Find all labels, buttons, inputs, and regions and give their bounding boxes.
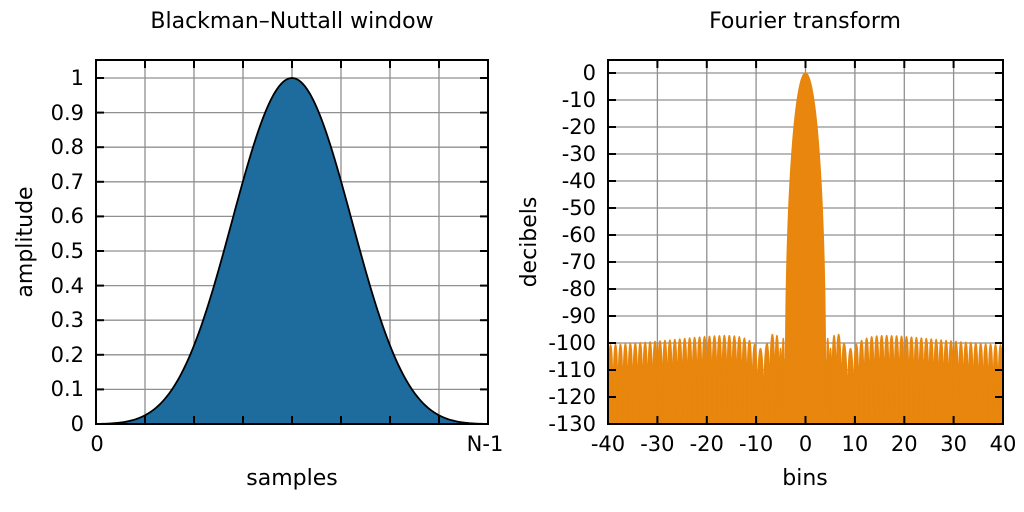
fourier-y-tick-label: -40 (561, 169, 596, 193)
fourier-y-tick-label: -10 (561, 88, 596, 112)
fourier-y-tick-label: -70 (561, 250, 596, 274)
window-curve-fill (96, 78, 488, 424)
window-x-tick-label: 0 (90, 432, 104, 456)
fourier-plot-border (607, 59, 1004, 425)
window-x-tick-label: N-1 (466, 432, 504, 456)
window-y-tick-label: 1 (70, 66, 84, 90)
window-y-tick-label: 0 (70, 412, 84, 436)
fourier-curve-group (608, 72, 1003, 424)
fourier-y-tick-label: 0 (582, 61, 596, 85)
fourier-x-tick-label: 0 (798, 432, 813, 456)
fourier-y-tick-label: -90 (561, 304, 596, 328)
fourier-y-tick-label: -60 (561, 223, 596, 247)
fourier-x-tick-label: 40 (989, 432, 1017, 456)
fourier-curve-fill (608, 72, 1003, 424)
window-y-tick-label: 0.3 (50, 308, 84, 333)
fourier-y-tick-label: -110 (548, 358, 596, 382)
fourier-y-tick-label: -20 (561, 115, 596, 139)
window-plot-border (95, 59, 489, 425)
fourier-y-tick-label: -50 (561, 196, 596, 220)
fourier-x-tick-label: -40 (590, 432, 626, 456)
fourier-y-tick-label: -80 (561, 277, 596, 301)
fourier-x-tick-label: -30 (640, 432, 675, 456)
fourier-x-tick-label: -20 (689, 432, 724, 456)
fourier-y-tick-label: -130 (548, 412, 596, 436)
window-y-tick-label: 0.7 (50, 169, 84, 194)
window-y-tick-label: 0.2 (50, 342, 84, 367)
bins-axis-label: bins (782, 466, 828, 491)
samples-axis-label: samples (246, 466, 338, 491)
fourier-x-tick-label: 20 (890, 432, 918, 456)
fourier-x-tick-label: -10 (738, 432, 774, 456)
fourier-chart-title: Fourier transform (709, 9, 901, 34)
window-curve-line (96, 77, 488, 425)
fourier-x-tick-label: 30 (940, 432, 967, 456)
window-y-tick-label: 0.6 (50, 204, 84, 229)
window-y-tick-label: 0.4 (50, 273, 84, 298)
fourier-y-tick-label: -100 (548, 331, 596, 355)
window-y-tick-label: 0.8 (50, 135, 84, 160)
window-y-tick-label: 0.9 (50, 100, 84, 125)
window-chart-title: Blackman–Nuttall window (150, 9, 434, 34)
fourier-y-tick-label: -120 (548, 385, 596, 409)
window-y-tick-label: 0.1 (50, 377, 84, 402)
window-y-tick-label: 0.5 (50, 239, 84, 263)
fourier-x-tick-label: 10 (841, 432, 869, 456)
fourier-y-tick-label: -30 (561, 142, 596, 166)
